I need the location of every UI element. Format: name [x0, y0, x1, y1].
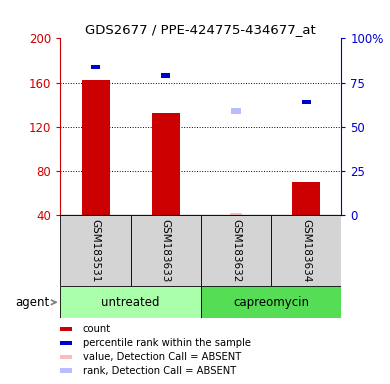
Text: untreated: untreated: [101, 296, 160, 309]
Text: capreomycin: capreomycin: [233, 296, 309, 309]
Bar: [301, 100, 311, 104]
Bar: [60, 286, 201, 318]
Text: GSM183632: GSM183632: [231, 219, 241, 283]
Text: agent: agent: [16, 296, 50, 309]
Bar: [201, 215, 271, 286]
Text: GSM183633: GSM183633: [161, 219, 171, 283]
Bar: [201, 286, 341, 318]
Text: value, Detection Call = ABSENT: value, Detection Call = ABSENT: [83, 352, 241, 362]
Text: GSM183634: GSM183634: [301, 219, 311, 283]
Bar: [271, 215, 341, 286]
Text: count: count: [83, 324, 111, 334]
Bar: [60, 327, 72, 331]
Bar: [82, 80, 110, 215]
Bar: [60, 369, 72, 372]
Bar: [230, 213, 241, 215]
Bar: [161, 73, 170, 78]
Bar: [60, 341, 72, 345]
Text: rank, Detection Call = ABSENT: rank, Detection Call = ABSENT: [83, 366, 236, 376]
Bar: [292, 182, 320, 215]
Bar: [131, 215, 201, 286]
Bar: [231, 108, 241, 114]
Bar: [152, 113, 180, 215]
Bar: [91, 65, 100, 69]
Bar: [60, 354, 72, 359]
Text: GSM183531: GSM183531: [90, 219, 101, 283]
Bar: [60, 215, 131, 286]
Text: percentile rank within the sample: percentile rank within the sample: [83, 338, 251, 348]
Title: GDS2677 / PPE-424775-434677_at: GDS2677 / PPE-424775-434677_at: [85, 23, 316, 36]
